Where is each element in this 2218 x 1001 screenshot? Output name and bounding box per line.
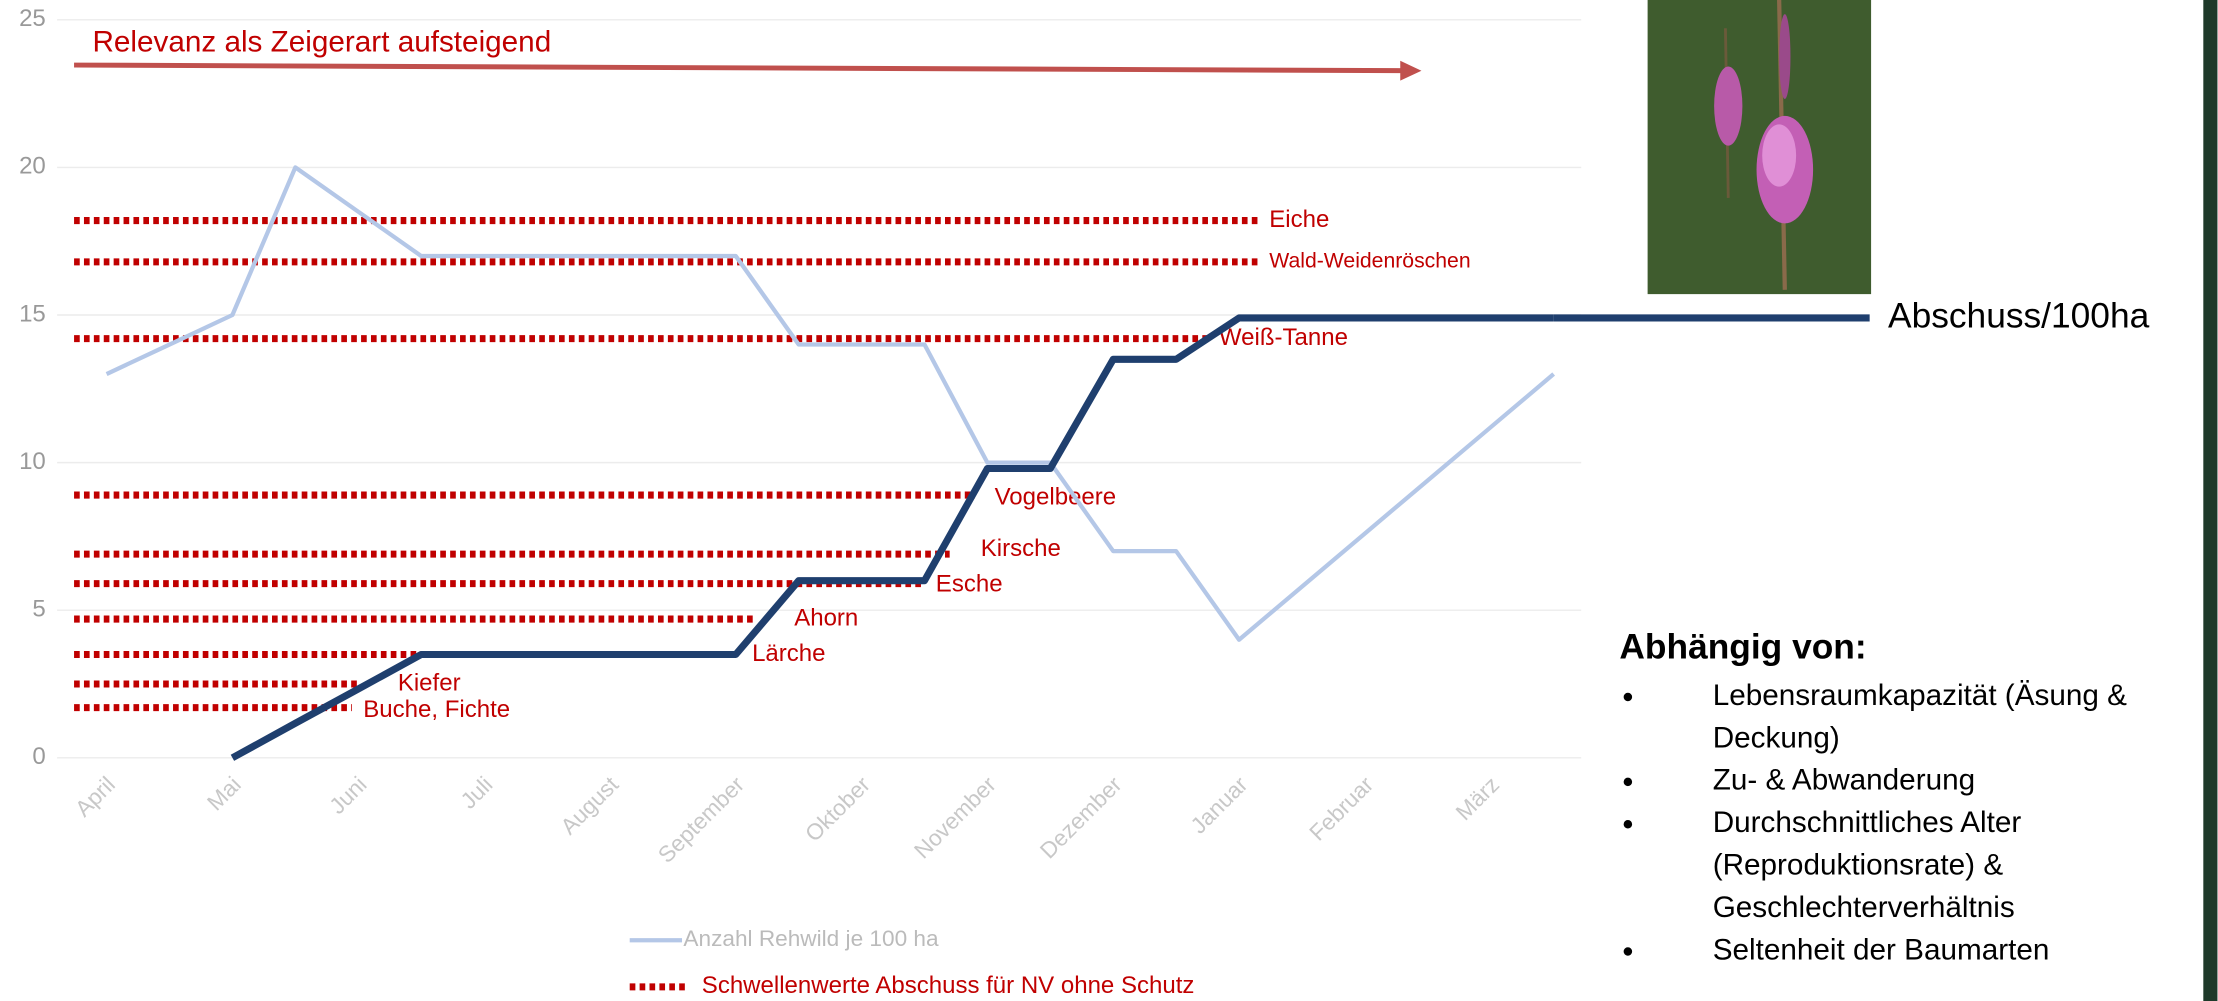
flower-photo	[1647, 0, 1872, 295]
x-tick-label: Oktober	[800, 772, 875, 847]
edge-strip	[2203, 0, 2218, 1001]
side-item: Zu- & Abwanderung	[1713, 764, 1975, 797]
threshold-label: Kiefer	[398, 669, 461, 696]
legend: Anzahl Rehwild je 100 ha Schwellenwerte …	[629, 926, 1195, 999]
annotation: Relevanz als Zeigerart aufsteigend	[92, 26, 551, 59]
side-item: Lebensraumkapazität (Äsung &	[1713, 679, 2127, 712]
threshold-label: Wald-Weidenröschen	[1269, 249, 1470, 272]
x-tick-label: November	[909, 772, 1001, 864]
x-tick-label: September	[653, 772, 749, 868]
x-tick-label: Juli	[456, 772, 498, 814]
threshold-label: Lärche	[752, 640, 825, 667]
threshold-label: Ahorn	[794, 604, 858, 631]
threshold-label: Weiß-Tanne	[1219, 324, 1348, 351]
bullet	[1623, 777, 1633, 787]
bullet	[1623, 947, 1633, 956]
threshold-label: Kirsche	[981, 535, 1061, 562]
arrow-shaft	[74, 62, 1408, 74]
x-tick-label: Mai	[202, 772, 245, 815]
bullet	[1623, 692, 1633, 702]
x-tick-label: Dezember	[1035, 772, 1127, 864]
threshold-label: Esche	[936, 570, 1003, 597]
y-tick-label: 20	[19, 153, 46, 180]
side-title: Abhängig von:	[1619, 627, 1866, 666]
plot: 0 5 10 15 20 25 April Mai Juni Juli August Septembe…	[19, 5, 1870, 868]
threshold-label: Vogelbeere	[995, 483, 1117, 510]
side-item: Geschlechterverhältnis	[1713, 891, 2015, 924]
threshold-label: Buche, Fichte	[363, 696, 510, 723]
side-panel: Abhängig von: Lebensraumkapazität (Äsung…	[1619, 627, 2127, 966]
series-line	[105, 165, 1556, 642]
y-tick-label: 15	[19, 300, 46, 327]
x-tick-label: Juni	[325, 772, 372, 819]
bullet	[1623, 820, 1633, 829]
y-tick-label: 0	[32, 743, 45, 770]
legend-label: Schwellenwerte Abschuss für NV ohne Schu…	[702, 972, 1195, 999]
x-tick-label: April	[70, 772, 120, 822]
y-tick-label: 25	[19, 5, 46, 32]
x-tick-label: August	[556, 771, 624, 839]
x-tick-label: Januar	[1186, 772, 1253, 839]
threshold-label: Eiche	[1269, 206, 1329, 233]
side-item: (Reproduktionsrate) &	[1713, 849, 2004, 882]
x-tick-label: März	[1451, 772, 1504, 825]
series-line	[230, 314, 1554, 761]
y-tick-label: 10	[19, 448, 46, 475]
side-item: Deckung)	[1713, 721, 1840, 754]
legend-label: Anzahl Rehwild je 100 ha	[683, 926, 939, 951]
side-item: Seltenheit der Baumarten	[1713, 933, 2050, 966]
arrow-head	[1400, 60, 1422, 81]
y-tick-label: 5	[32, 596, 45, 623]
series-label: Abschuss/100ha	[1888, 296, 2150, 335]
x-tick-label: Februar	[1305, 772, 1379, 846]
side-item: Durchschnittliches Alter	[1713, 806, 2022, 839]
